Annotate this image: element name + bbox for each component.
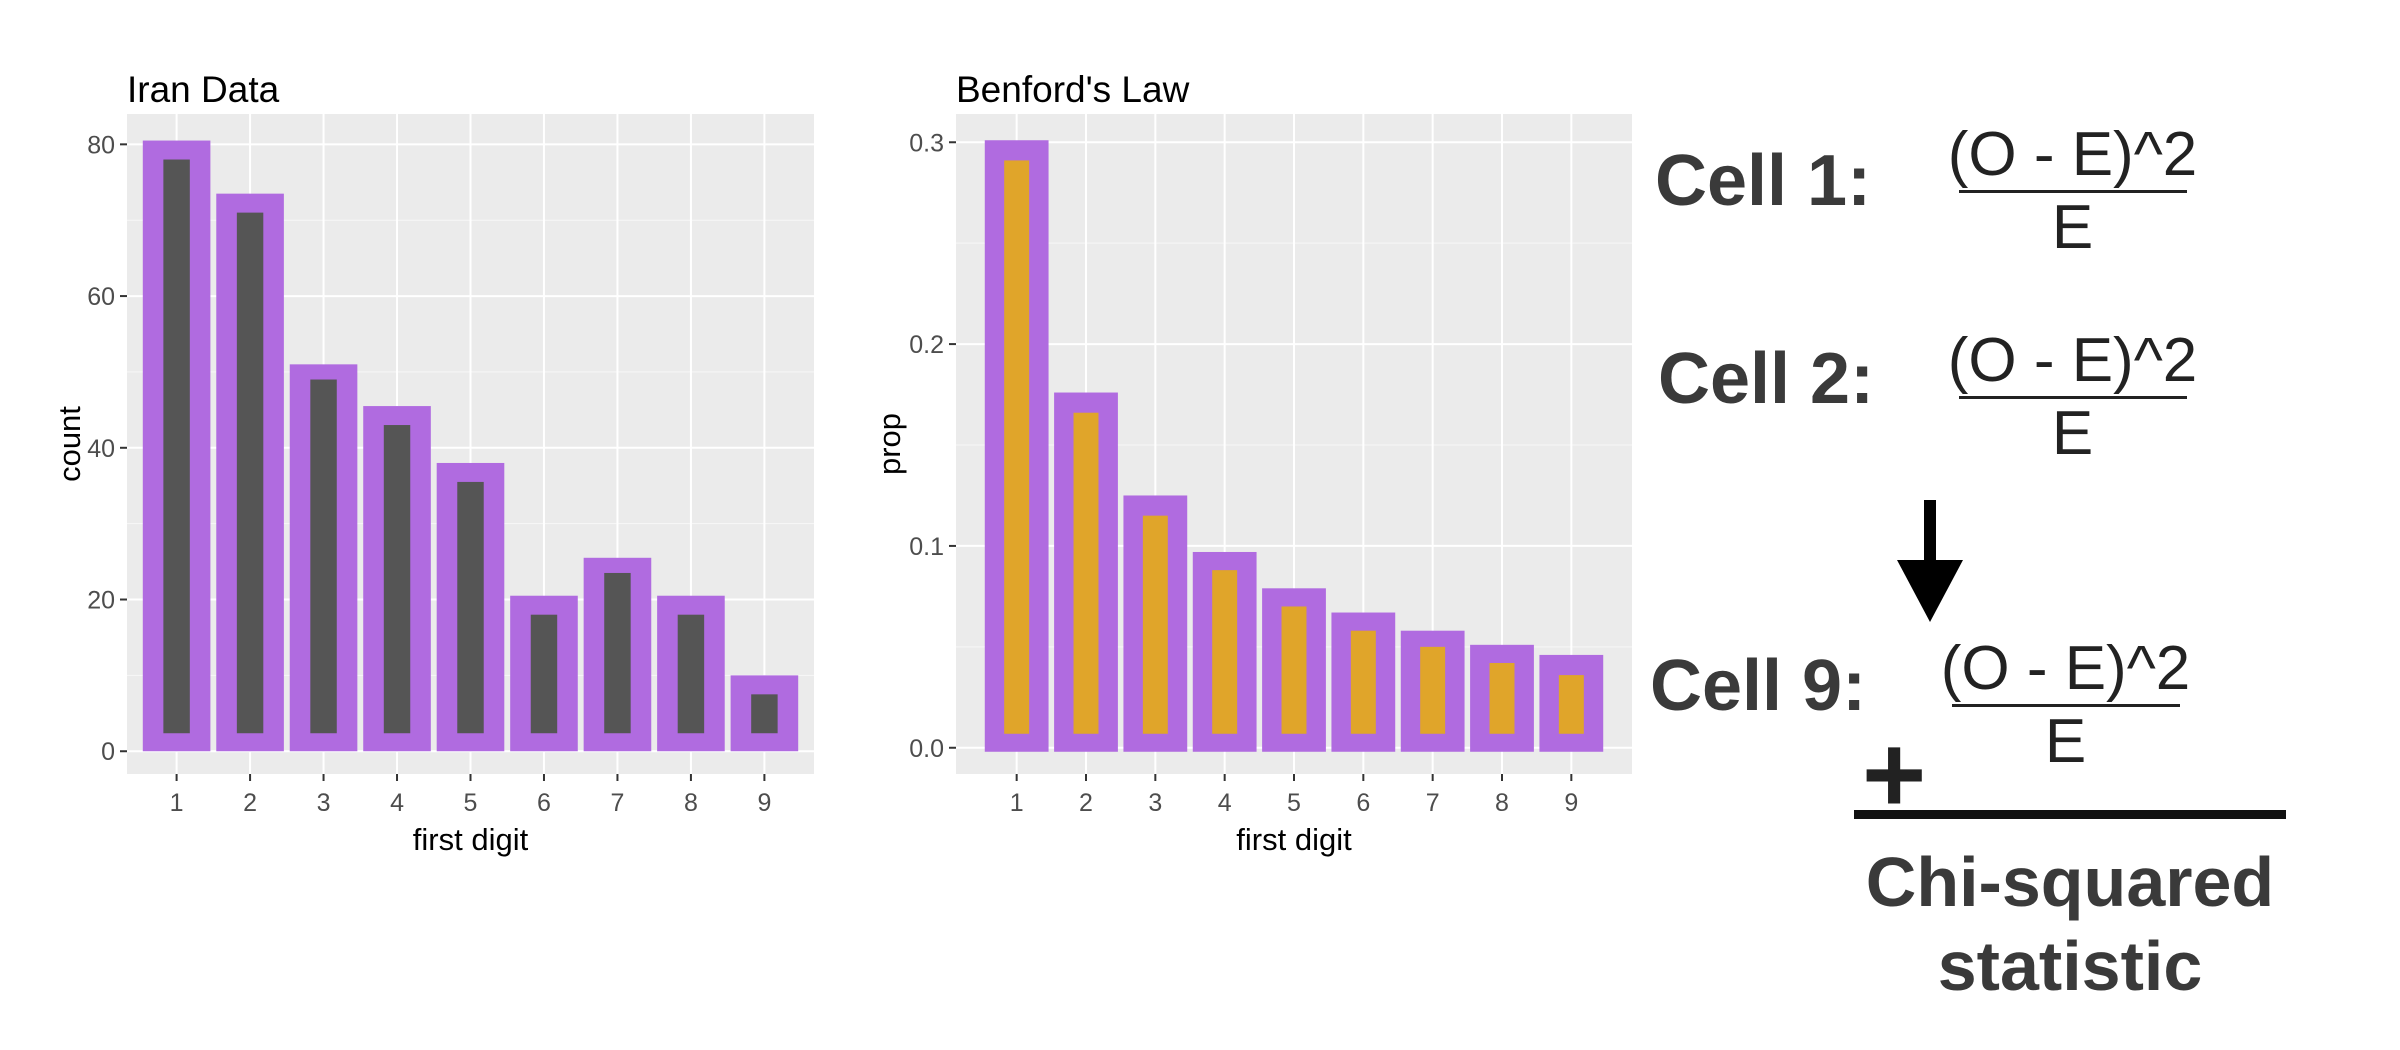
x-tick-label: 7	[610, 789, 624, 817]
x-tick-label: 5	[1287, 789, 1301, 817]
bar-inner-9	[751, 694, 778, 734]
cell-9-label: Cell 9:	[1650, 646, 1867, 726]
x-axis-label: first digit	[1236, 822, 1352, 857]
bar-inner-9	[1558, 675, 1584, 734]
x-tick-label: 6	[537, 789, 551, 817]
x-tick-label: 5	[464, 789, 478, 817]
cell-1-label: Cell 1:	[1655, 141, 1872, 221]
cell-1-numerator: (O - E)^2	[1947, 120, 2198, 189]
bar-inner-3	[1142, 515, 1168, 734]
result-line-1: Chi-squared	[1865, 843, 2275, 921]
cell-9-numerator: (O - E)^2	[1940, 634, 2191, 703]
benfords-law-chart: 0.0 0.1 0.2 0.3 1 2 3 4 5 6 7 8 9 Benford's Law first …	[872, 69, 1632, 857]
x-tick-label: 3	[1148, 789, 1162, 817]
bar-inner-5	[457, 481, 484, 734]
y-tick-label: 0.0	[909, 735, 944, 763]
x-tick-label: 2	[1079, 789, 1093, 817]
bar-inner-8	[1489, 662, 1515, 734]
x-tick-label: 4	[1218, 789, 1232, 817]
chi-squared-result: Chi-squared statistic	[1850, 840, 2290, 1008]
cell-1-row: Cell 1:	[1655, 140, 1871, 222]
cell-2-label: Cell 2:	[1658, 339, 1875, 419]
x-tick-label: 9	[757, 789, 771, 817]
bar-inner-6	[530, 614, 558, 734]
cell-2-denominator: E	[2051, 399, 2094, 468]
x-tick-label: 8	[684, 789, 698, 817]
x-tick-label: 6	[1356, 789, 1370, 817]
sum-line	[1854, 810, 2286, 819]
x-tick-label: 8	[1495, 789, 1509, 817]
cell-1-fraction: (O - E)^2 E	[1935, 120, 2210, 263]
y-axis-label: count	[52, 406, 87, 482]
x-tick-label: 2	[243, 789, 257, 817]
fraction-bar	[1958, 396, 2187, 399]
chart-title: Benford's Law	[956, 69, 1190, 110]
y-tick-label: 0.1	[909, 533, 944, 561]
bar-inner-1	[1004, 160, 1030, 734]
y-axis-label: prop	[872, 413, 907, 475]
cell-2-numerator: (O - E)^2	[1947, 326, 2198, 395]
y-tick-label: 0.2	[909, 331, 944, 359]
cell-2-fraction: (O - E)^2 E	[1935, 326, 2210, 469]
bar-inner-2	[236, 212, 264, 734]
fraction-bar	[1958, 190, 2187, 193]
bar-inner-8	[677, 614, 705, 734]
y-tick-label: 60	[87, 283, 115, 311]
cell-2-row: Cell 2:	[1658, 338, 1874, 420]
cell-9-denominator: E	[2044, 707, 2087, 776]
y-tick-label: 80	[87, 131, 115, 159]
cell-9-row: Cell 9:	[1650, 645, 1866, 727]
iran-data-chart: 0 20 40 60 80 1 2 3 4 5 6 7 8 9 Iran Data first digit co…	[52, 69, 814, 857]
bar-inner-6	[1350, 630, 1376, 734]
x-tick-label: 1	[1010, 789, 1024, 817]
bar-inner-5	[1281, 606, 1307, 734]
x-tick-label: 4	[390, 789, 404, 817]
result-line-2: statistic	[1937, 927, 2203, 1005]
cell-9-fraction: (O - E)^2 E	[1928, 634, 2203, 777]
x-tick-label: 1	[170, 789, 184, 817]
fraction-bar	[1951, 704, 2180, 707]
bar-inner-1	[163, 159, 190, 734]
chart-title: Iran Data	[127, 69, 280, 110]
bar-inner-3	[310, 379, 337, 734]
bar-inner-2	[1073, 412, 1099, 734]
cell-1-denominator: E	[2051, 193, 2094, 262]
y-tick-label: 40	[87, 435, 115, 463]
y-tick-label: 0.3	[909, 129, 944, 157]
x-tick-label: 3	[317, 789, 331, 817]
bar-inner-4	[383, 425, 411, 734]
y-tick-label: 20	[87, 587, 115, 615]
bar-inner-7	[1420, 646, 1446, 734]
x-tick-label: 9	[1564, 789, 1578, 817]
x-axis-label: first digit	[413, 822, 529, 857]
x-tick-label: 7	[1426, 789, 1440, 817]
down-arrow-icon	[1897, 500, 1963, 622]
y-tick-label: 0	[101, 738, 115, 766]
bar-inner-4	[1212, 570, 1238, 734]
bar-inner-7	[604, 572, 631, 734]
